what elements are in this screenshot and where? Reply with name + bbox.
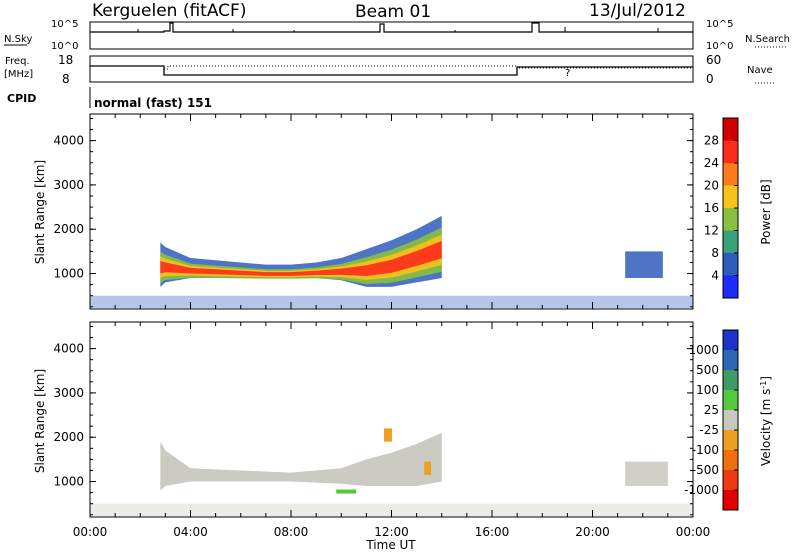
colorbar-segment [723,410,738,430]
velocity-panel-frame [89,321,694,518]
y-tick-label: 1000 [53,475,84,489]
colorbar-segment [723,430,738,450]
x-tick-label: 00:00 [676,525,711,539]
velocity-y-axis-title: Slant Range [km] [33,369,47,473]
noise-left-tick-bottom: 10^0 [51,41,78,52]
velocity-orange-feature [424,461,432,475]
colorbar-segment [723,450,738,470]
freq-left-tick-top: 18 [58,53,73,67]
colorbar-segment [723,490,738,510]
colorbar-tick-label: 16 [704,201,719,215]
y-tick-label: 4000 [53,342,84,356]
power-panel: 4000 3000 2000 1000 Slant Range [km] [33,113,694,310]
colorbar-tick-label: 12 [704,224,719,238]
noise-panel-frame [89,21,694,50]
colorbar-segment [723,390,738,410]
nave-right-tick-top: 60 [706,53,721,67]
y-tick-label: 3000 [53,386,84,400]
colorbar-segment [723,470,738,490]
colorbar-segment [723,230,738,253]
freq-label-line1: Freq. [5,56,30,67]
colorbar-segment [723,370,738,390]
power-colorbar: 28 24 20 16 12 8 4 [704,117,739,299]
late-echo-patch [625,461,668,486]
noise-sky-spikes [137,27,659,32]
nave-trace [164,65,693,70]
velocity-panel: 4000 3000 2000 1000 00:00 04:00 08:00 12:00 16:… [33,321,711,552]
velocity-green-feature [336,489,357,494]
y-tick-label: 1000 [53,267,84,281]
velocity-colorbar-title: Velocity [m s-1] [759,376,773,466]
x-tick-label: 12:00 [374,525,409,539]
power-echo-layer [160,240,442,276]
power-echo-region [90,215,693,309]
y-tick-label: 2000 [53,222,84,236]
colorbar-segment [723,140,738,163]
colorbar-segment [723,330,738,350]
beam-title: Beam 01 [355,2,431,22]
noise-search-label: N.Search [745,34,790,45]
nave-label: Nave [747,65,773,76]
colorbar-segment [723,185,738,208]
power-y-axis-title: Slant Range [km] [33,160,47,264]
colorbar-tick-label: 100 [696,383,719,397]
velocity-echo-region [90,428,693,517]
colorbar-tick-label: -1000 [684,483,719,497]
colorbar-tick-label: 4 [711,269,719,283]
noise-right-tick-top: 10^5 [706,19,733,30]
velocity-colorbar: 1000 500 100 25 -25 -100 -500 -1000 [684,329,739,511]
noise-sky-trace [90,22,693,33]
frequency-trace [90,65,693,76]
colorbar-tick-label: 28 [704,134,719,148]
colorbar-tick-label: 8 [711,246,719,260]
x-tick-label: 04:00 [173,525,208,539]
colorbar-segment [723,118,738,141]
nave-marker: ? [565,68,570,79]
colorbar-segment [723,275,738,298]
cpid-label: CPID [7,92,36,105]
colorbar-segment [723,350,738,370]
colorbar-tick-label: 500 [696,363,719,377]
late-echo-patch [625,251,663,278]
cpid-value: normal (fast) 151 [94,96,212,110]
x-tick-label: 20:00 [575,525,610,539]
colorbar-tick-label: -100 [692,443,719,457]
freq-label-line2: [MHz] [4,69,33,80]
date-title: 13/Jul/2012 [589,1,686,21]
x-tick-label: 16:00 [475,525,510,539]
colorbar-frame [722,329,739,511]
colorbar-segment [723,208,738,231]
colorbar-tick-label: 25 [704,403,719,417]
y-tick-label: 2000 [53,430,84,444]
colorbar-tick-label: -500 [692,463,719,477]
velocity-colorbar-title-main: Velocity [m s [759,389,773,466]
colorbar-tick-label: 1000 [688,343,719,357]
freq-left-tick-bottom: 8 [62,72,70,86]
colorbar-segment [723,163,738,186]
x-axis-title: Time UT [365,538,416,552]
noise-left-tick-top: 10^5 [51,19,78,30]
station-title: Kerguelen (fitACF) [92,1,246,21]
y-tick-label: 4000 [53,134,84,148]
colorbar-tick-label: 20 [704,179,719,193]
colorbar-tick-label: 24 [704,156,719,170]
colorbar-tick-label: -25 [699,423,719,437]
frequency-panel: Freq. [MHz] 18 8 60 0 Nave ? [4,53,775,86]
velocity-colorbar-title-close: ] [759,376,773,381]
x-tick-label: 08:00 [274,525,309,539]
power-colorbar-title: Power [dB] [759,179,773,244]
nave-right-tick-bottom: 0 [706,72,714,86]
velocity-ground-scatter [160,432,442,491]
noise-panel: N.Sky 10^5 10^0 10^5 10^0 N.Search [4,19,790,52]
velocity-orange-feature [383,428,392,442]
frequency-panel-frame [89,55,694,83]
noise-right-tick-bottom: 10^0 [706,41,733,52]
x-tick-label: 00:00 [73,525,108,539]
velocity-colorbar-title-exp: -1 [759,381,768,389]
colorbar-segment [723,253,738,276]
y-tick-label: 3000 [53,178,84,192]
noise-sky-label: N.Sky [4,34,32,45]
